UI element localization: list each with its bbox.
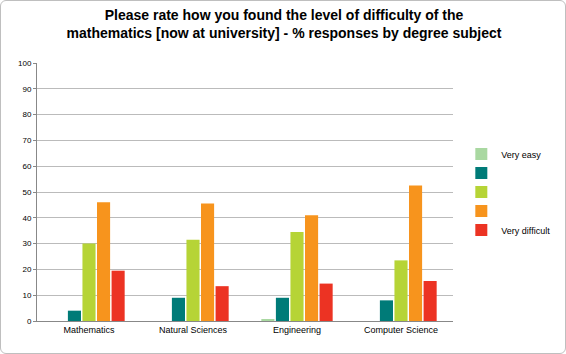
svg-text:20: 20	[22, 265, 31, 274]
svg-text:60: 60	[22, 162, 31, 171]
svg-text:10: 10	[22, 291, 31, 300]
svg-text:40: 40	[22, 214, 31, 223]
svg-text:Mathematics: Mathematics	[63, 325, 115, 335]
svg-text:90: 90	[22, 85, 31, 94]
svg-text:Please rate how you found the: Please rate how you found the level of d…	[67, 7, 502, 41]
svg-text:50: 50	[22, 188, 31, 197]
svg-text:100: 100	[18, 59, 32, 68]
svg-text:Computer Science: Computer Science	[364, 325, 438, 335]
svg-text:Very easy: Very easy	[501, 150, 541, 160]
svg-text:70: 70	[22, 136, 31, 145]
svg-text:80: 80	[22, 110, 31, 119]
svg-text:30: 30	[22, 239, 31, 248]
svg-text:0: 0	[27, 317, 32, 326]
svg-text:Very difficult: Very difficult	[501, 226, 550, 236]
svg-text:Natural Sciences: Natural Sciences	[159, 325, 228, 335]
svg-text:Engineering: Engineering	[273, 325, 321, 335]
